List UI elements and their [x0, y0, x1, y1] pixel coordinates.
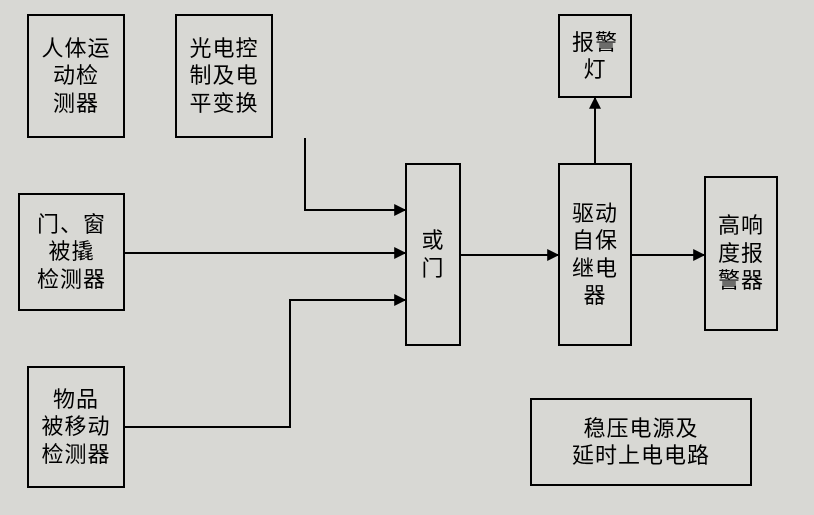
or-gate-box: 或门	[405, 163, 461, 346]
power-supply-label: 稳压电源及延时上电电路	[572, 415, 710, 470]
photo-control-box: 光电控制及电平变换	[175, 14, 273, 138]
door-window-detector-box: 门、窗被撬检测器	[18, 193, 125, 311]
relay-box: 驱动自保继电器	[558, 163, 632, 346]
alarm-lamp-box: 报警灯	[558, 14, 632, 98]
object-moved-detector-label: 物品被移动检测器	[41, 386, 110, 469]
loud-alarm-box: 高响度报警器	[704, 176, 778, 331]
door-window-detector-label: 门、窗被撬检测器	[37, 211, 106, 294]
alarm-lamp-label: 报警灯	[572, 29, 618, 84]
edge-photo-to-or	[305, 138, 405, 210]
photo-control-label: 光电控制及电平变换	[189, 35, 258, 118]
or-gate-label: 或门	[421, 227, 444, 282]
motion-detector-box: 人体运动检测器	[27, 14, 125, 138]
object-moved-detector-box: 物品被移动检测器	[27, 366, 125, 488]
loud-alarm-label: 高响度报警器	[718, 212, 764, 295]
edge-object-to-or	[125, 300, 405, 427]
relay-label: 驱动自保继电器	[572, 200, 618, 310]
power-supply-box: 稳压电源及延时上电电路	[530, 398, 752, 486]
motion-detector-label: 人体运动检测器	[41, 35, 110, 118]
